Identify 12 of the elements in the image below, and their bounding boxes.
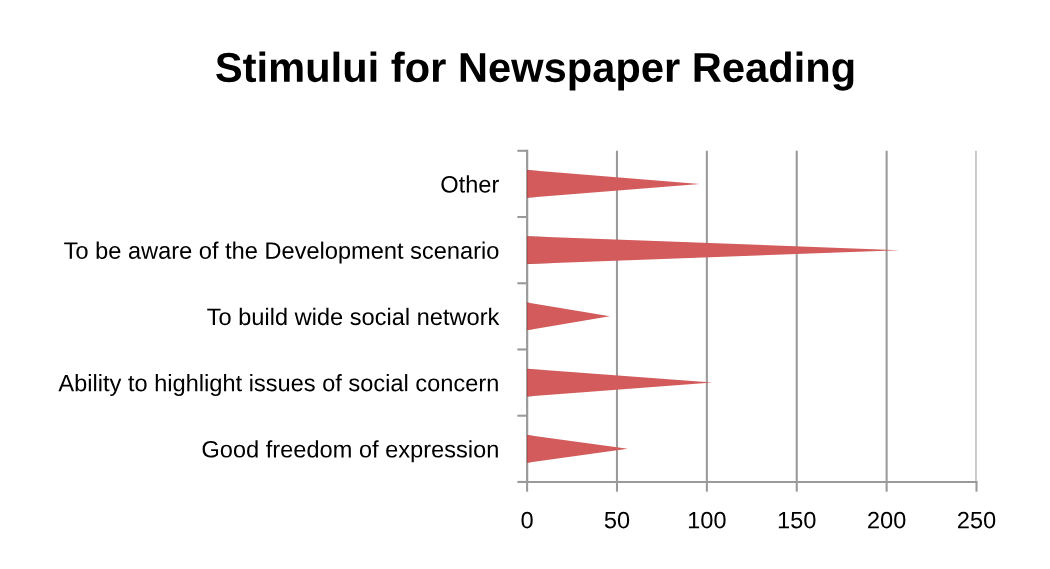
x-tick-label: 200	[868, 511, 906, 529]
y-tick-label: To be aware of the Development scenario	[64, 241, 499, 264]
x-tick-label: 50	[604, 511, 630, 529]
x-tick-label: 250	[957, 511, 996, 529]
y-tick-label: Other	[441, 175, 499, 193]
y-tick-label: Ability to highlight issues of social concern	[58, 374, 498, 397]
x-tick-label: 0	[521, 511, 533, 529]
x-tick-label: 100	[688, 511, 726, 529]
chart-title: Stimului for Newspaper Reading	[216, 51, 854, 91]
x-tick-label: 150	[778, 511, 816, 529]
y-tick-label: To build wide social network	[207, 307, 500, 326]
y-tick-label: Good freedom of expression	[202, 440, 498, 463]
